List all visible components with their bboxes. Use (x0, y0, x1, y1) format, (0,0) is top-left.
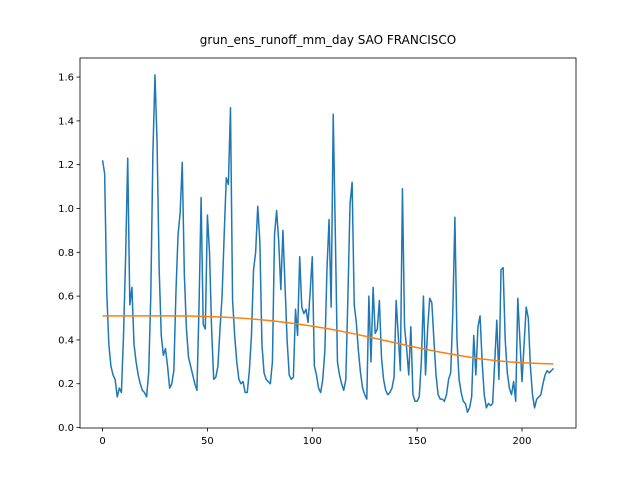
y-tick-label: 0.8 (58, 248, 74, 259)
y-tick-label: 0.0 (58, 423, 74, 434)
chart-title: grun_ens_runoff_mm_day SAO FRANCISCO (200, 33, 456, 47)
y-tick-label: 1.0 (58, 204, 74, 215)
line-series (101, 74, 554, 413)
y-tick-label: 1.2 (58, 160, 74, 171)
y-tick-label: 0.6 (58, 292, 74, 303)
x-tick-label: 50 (201, 436, 214, 447)
x-tick-label: 0 (99, 436, 105, 447)
y-tick-label: 0.4 (58, 335, 74, 346)
x-tick-label: 150 (408, 436, 427, 447)
y-tick-label: 1.6 (58, 73, 74, 84)
x-tick-label: 200 (512, 436, 531, 447)
x-tick-label: 100 (303, 436, 322, 447)
y-tick-label: 1.4 (58, 116, 74, 127)
line-series (102, 315, 554, 365)
y-tick-label: 0.2 (58, 379, 74, 390)
plot-frame (79, 57, 577, 429)
